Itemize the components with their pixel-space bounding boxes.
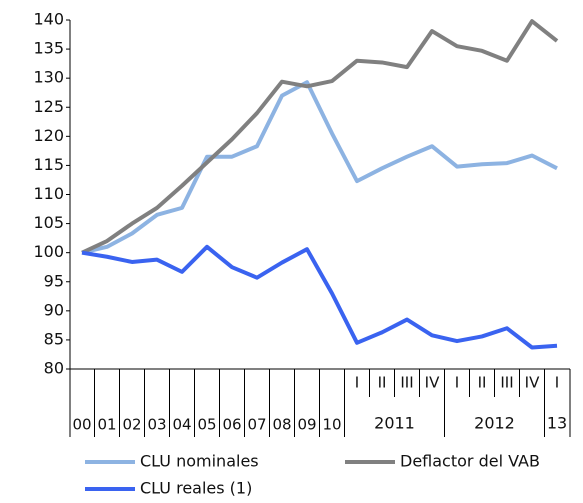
legend-label: CLU reales (1) bbox=[140, 479, 252, 498]
y-tick-label: 135 bbox=[33, 39, 64, 58]
x-tick-label: IV bbox=[525, 374, 540, 392]
x-tick-label: III bbox=[400, 374, 413, 392]
group-label: 2012 bbox=[474, 414, 515, 433]
y-tick-label: 90 bbox=[44, 300, 64, 319]
x-tick-label: II bbox=[378, 374, 387, 392]
group-label: 13 bbox=[547, 414, 567, 433]
y-tick-label: 110 bbox=[33, 184, 64, 203]
x-tick-label: III bbox=[500, 374, 513, 392]
x-tick-label: I bbox=[355, 374, 359, 392]
series-line bbox=[81, 19, 559, 255]
group-label: 2011 bbox=[374, 414, 415, 433]
x-tick-label: 06 bbox=[222, 416, 241, 434]
y-tick-label: 120 bbox=[33, 126, 64, 145]
y-tick-label: 80 bbox=[44, 359, 64, 378]
x-tick-label: 01 bbox=[97, 416, 116, 434]
x-tick-label: 00 bbox=[72, 416, 91, 434]
y-tick-label: 130 bbox=[33, 68, 64, 87]
x-tick-label: 03 bbox=[147, 416, 166, 434]
x-tick-label: 05 bbox=[197, 416, 216, 434]
x-tick-label: 10 bbox=[322, 416, 341, 434]
x-tick-label: 02 bbox=[122, 416, 141, 434]
y-tick-label: 105 bbox=[33, 213, 64, 232]
x-tick-label: I bbox=[555, 374, 559, 392]
y-tick-label: 85 bbox=[44, 329, 64, 348]
x-tick-label: IV bbox=[425, 374, 440, 392]
series-line bbox=[81, 80, 558, 255]
y-tick-label: 125 bbox=[33, 97, 64, 116]
x-tick-label: 04 bbox=[172, 416, 191, 434]
legend-label: Deflactor del VAB bbox=[400, 452, 540, 471]
x-tick-label: 07 bbox=[247, 416, 266, 434]
y-tick-label: 140 bbox=[33, 10, 64, 29]
x-tick-label: 08 bbox=[272, 416, 291, 434]
series-line bbox=[81, 244, 558, 350]
x-tick-label: 09 bbox=[297, 416, 316, 434]
y-tick-label: 115 bbox=[33, 155, 64, 174]
y-tick-label: 95 bbox=[44, 271, 64, 290]
x-tick-label: I bbox=[455, 374, 459, 392]
y-tick-label: 100 bbox=[33, 242, 64, 261]
legend-label: CLU nominales bbox=[140, 452, 259, 471]
x-tick-label: II bbox=[478, 374, 487, 392]
